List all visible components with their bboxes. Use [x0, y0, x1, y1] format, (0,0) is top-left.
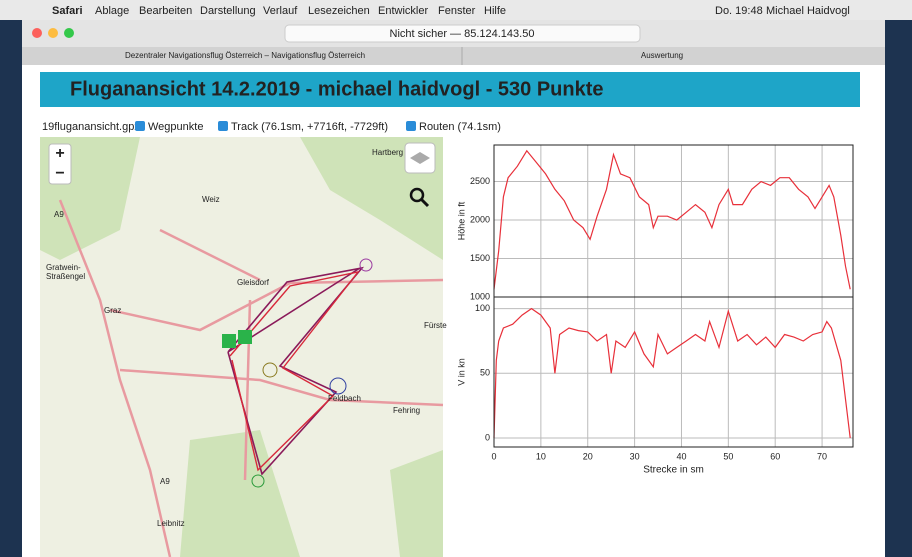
screenshot: Safari Do. 19:48 Michael Haidvogl Nicht … [0, 0, 912, 557]
screen: Safari Do. 19:48 Michael Haidvogl Nicht … [0, 0, 912, 557]
x-tick-label: 50 [723, 451, 733, 461]
x-tick-label: 70 [817, 451, 827, 461]
map-label: Hartberg [372, 148, 403, 157]
tab[interactable]: Dezentraler Navigationsflug Österreich –… [125, 51, 365, 60]
map-label: A9 [160, 477, 170, 486]
tab[interactable]: Auswertung [641, 51, 683, 60]
zoom-out[interactable]: − [55, 165, 64, 182]
checkbox[interactable] [406, 121, 416, 131]
map-label: Graz [104, 306, 121, 315]
x-tick-label: 0 [491, 451, 496, 461]
track-label[interactable]: Track (76.1sm, +7716ft, -7729ft) [231, 121, 388, 133]
x-axis-label: Strecke in sm [643, 465, 704, 476]
plot-area [494, 297, 853, 447]
plot-area [494, 145, 853, 297]
y-axis-label: Höhe in ft [456, 201, 466, 240]
y-tick-label: 2500 [470, 176, 490, 186]
y-axis-label: V in kn [456, 358, 466, 386]
map-label: Fehring [393, 406, 420, 415]
x-tick-label: 40 [676, 451, 686, 461]
waypoints-label[interactable]: Wegpunkte [148, 121, 203, 133]
flag[interactable] [238, 330, 252, 344]
routes-label[interactable]: Routen (74.1sm) [419, 121, 501, 133]
x-tick-label: 30 [630, 451, 640, 461]
menu-item[interactable]: Lesezeichen [308, 5, 370, 17]
map-label: Fürste [424, 321, 447, 330]
menu-item[interactable]: Ablage [95, 5, 129, 17]
menu-item[interactable]: Bearbeiten [139, 5, 192, 17]
y-tick-label: 100 [475, 303, 490, 313]
checkbox[interactable] [218, 121, 228, 131]
map-label: Leibnitz [157, 519, 185, 528]
y-tick-label: 1500 [470, 253, 490, 263]
map-label: Feldbach [328, 394, 361, 403]
user[interactable]: Michael Haidvogl [766, 5, 850, 17]
menu-item[interactable]: Hilfe [484, 5, 506, 17]
page-title: Fluganansicht 14.2.2019 - michael haidvo… [70, 78, 604, 100]
zoom[interactable] [64, 28, 74, 38]
menu-item[interactable]: Darstellung [200, 5, 256, 17]
y-tick-label: 2000 [470, 214, 490, 224]
app-menu[interactable]: Safari [52, 5, 83, 17]
menu-item[interactable]: Verlauf [263, 5, 298, 17]
x-tick-label: 60 [770, 451, 780, 461]
y-tick-label: 1000 [470, 291, 490, 301]
x-tick-label: 20 [583, 451, 593, 461]
x-tick-label: 10 [536, 451, 546, 461]
map-label: Gleisdorf [237, 278, 270, 287]
map-label: Straßengel [46, 272, 85, 281]
map[interactable]: + − [40, 137, 443, 557]
minimize[interactable] [48, 28, 58, 38]
menu-item[interactable]: Fenster [438, 5, 476, 17]
menu-item[interactable]: Entwickler [378, 5, 428, 17]
y-tick-label: 50 [480, 368, 490, 378]
flag[interactable] [222, 334, 236, 348]
map-label: Gratwein- [46, 263, 81, 272]
checkbox[interactable] [135, 121, 145, 131]
file-name: 19fluganansicht.gpx: [42, 121, 143, 133]
clock: Do. 19:48 [715, 5, 763, 17]
y-tick-label: 0 [485, 432, 490, 442]
close[interactable] [32, 28, 42, 38]
zoom-in[interactable]: + [55, 145, 64, 162]
map-label: Weiz [202, 195, 220, 204]
address: Nicht sicher — 85.124.143.50 [390, 28, 535, 40]
map-label: A9 [54, 210, 64, 219]
